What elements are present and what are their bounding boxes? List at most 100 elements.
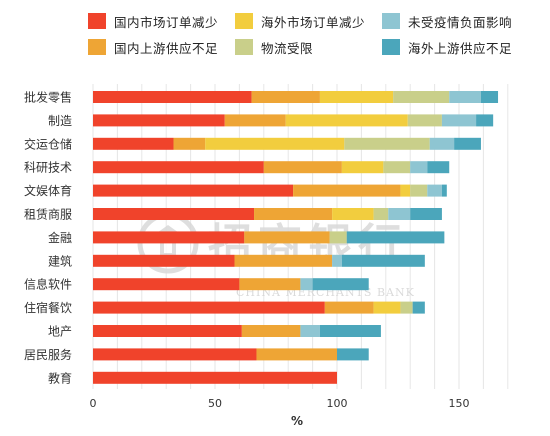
bar-segment bbox=[319, 325, 381, 337]
bar-segment bbox=[332, 208, 374, 220]
legend-label: 未受疫情负面影响 bbox=[408, 14, 513, 30]
category-label: 交运仓储 bbox=[24, 136, 72, 151]
bar-segment bbox=[337, 348, 369, 361]
bars bbox=[93, 91, 499, 384]
bar-segment bbox=[441, 184, 447, 197]
bar-segment bbox=[427, 161, 450, 174]
bar-segment bbox=[93, 161, 264, 174]
category-labels: 批发零售制造交运仓储科研技术文娱体育租赁商服金融建筑信息软件住宿餐饮地产居民服务… bbox=[24, 90, 72, 386]
bar-segment bbox=[93, 231, 245, 244]
bar-segment bbox=[319, 91, 394, 103]
bar-segment bbox=[93, 371, 337, 384]
bar-segment bbox=[254, 208, 333, 220]
bar-segment bbox=[410, 208, 442, 220]
bar-segment bbox=[329, 231, 347, 244]
legend-label: 国内上游供应不足 bbox=[114, 40, 219, 56]
category-label: 批发零售 bbox=[24, 90, 72, 105]
x-tick-label: 0 bbox=[90, 397, 97, 410]
bar-segment bbox=[93, 208, 255, 220]
x-axis-label: % bbox=[291, 414, 303, 428]
category-label: 地产 bbox=[48, 325, 72, 339]
bar-segment bbox=[427, 184, 442, 197]
category-label: 信息软件 bbox=[24, 277, 72, 292]
bar-segment bbox=[454, 137, 481, 150]
bar-segment bbox=[429, 137, 455, 150]
bar-segment bbox=[173, 137, 206, 150]
legend-item: 国内上游供应不足 bbox=[88, 37, 218, 57]
bar-segment bbox=[93, 137, 174, 150]
bar-segment bbox=[300, 278, 313, 291]
bar-segment bbox=[239, 278, 301, 291]
bar-segment bbox=[346, 231, 445, 244]
bar-segment bbox=[93, 184, 294, 197]
legend-swatch bbox=[235, 13, 253, 29]
category-label: 金融 bbox=[48, 230, 72, 245]
category-label: 租赁商服 bbox=[24, 207, 72, 222]
bar-segment bbox=[410, 161, 428, 174]
legend-swatch bbox=[88, 13, 106, 29]
bar-segment bbox=[93, 91, 252, 103]
category-label: 教育 bbox=[48, 370, 72, 385]
bar-segment bbox=[341, 161, 384, 174]
bar-segment bbox=[93, 325, 242, 337]
bar-segment bbox=[383, 161, 411, 174]
category-label: 建筑 bbox=[48, 253, 72, 268]
legend-swatch bbox=[382, 39, 400, 55]
bar-segment bbox=[344, 137, 430, 150]
bar-segment bbox=[388, 208, 411, 220]
bar-segment bbox=[441, 114, 477, 127]
legend-swatch bbox=[235, 39, 253, 55]
bar-segment bbox=[241, 325, 301, 337]
bar-segment bbox=[93, 114, 225, 127]
bar-segment bbox=[256, 348, 337, 361]
legend-swatch bbox=[88, 39, 106, 55]
bar-segment bbox=[205, 137, 345, 150]
legend-item: 海外上游供应不足 bbox=[382, 37, 512, 57]
bar-segment bbox=[234, 254, 333, 267]
bar-segment bbox=[251, 91, 320, 103]
legend-item: 未受疫情负面影响 bbox=[382, 11, 512, 31]
bar-segment bbox=[93, 348, 257, 361]
bar-segment bbox=[476, 114, 494, 127]
bar-segment bbox=[449, 91, 481, 103]
x-axis-ticks: 0 50 100 150 bbox=[90, 397, 470, 410]
bar-segment bbox=[324, 301, 374, 314]
bar-segment bbox=[93, 254, 235, 267]
bar-segment bbox=[244, 231, 330, 244]
bar-segment bbox=[285, 114, 408, 127]
bar-segment bbox=[393, 91, 450, 103]
legend-item: 国内市场订单减少 bbox=[88, 11, 218, 31]
legend-swatch bbox=[382, 13, 400, 29]
legend-label: 海外市场订单减少 bbox=[261, 14, 366, 30]
bar-segment bbox=[300, 325, 320, 337]
x-tick-label: 100 bbox=[327, 397, 348, 410]
bar-segment bbox=[400, 184, 411, 197]
bar-segment bbox=[312, 278, 369, 291]
chart-legend: 国内市场订单减少 海外市场订单减少 未受疫情负面影响国内上游供应不足 物流受限 海外上游… bbox=[0, 0, 550, 70]
x-tick-label: 50 bbox=[208, 397, 222, 410]
bar-segment bbox=[410, 184, 428, 197]
category-label: 文娱体育 bbox=[24, 183, 72, 198]
category-label: 居民服务 bbox=[24, 347, 72, 362]
bar-segment bbox=[412, 301, 425, 314]
bar-segment bbox=[341, 254, 425, 267]
category-label: 住宿餐饮 bbox=[24, 300, 72, 315]
category-label: 科研技术 bbox=[24, 161, 72, 175]
bar-segment bbox=[373, 301, 401, 314]
x-tick-label: 150 bbox=[449, 397, 470, 410]
bar-segment bbox=[224, 114, 286, 127]
bar-segment bbox=[407, 114, 442, 127]
bar-segment bbox=[263, 161, 342, 174]
legend-label: 国内市场订单减少 bbox=[114, 14, 219, 30]
bar-segment bbox=[400, 301, 413, 314]
legend-item: 物流受限 bbox=[235, 37, 313, 57]
bar-segment bbox=[480, 91, 499, 103]
legend-label: 物流受限 bbox=[261, 40, 314, 56]
category-label: 制造 bbox=[48, 114, 72, 128]
bar-segment bbox=[93, 301, 325, 314]
legend-label: 海外上游供应不足 bbox=[408, 40, 513, 56]
bar-segment bbox=[373, 208, 389, 220]
bar-segment bbox=[93, 278, 240, 291]
bar-segment bbox=[332, 254, 342, 267]
